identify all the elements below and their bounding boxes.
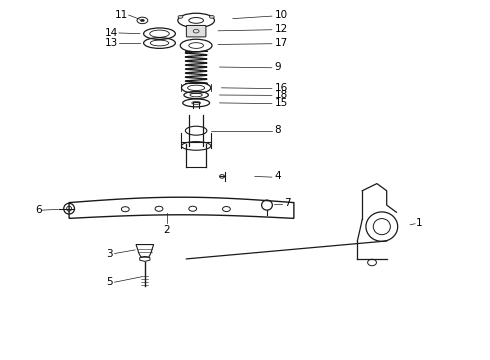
- Text: 3: 3: [106, 248, 113, 258]
- Text: 5: 5: [106, 277, 113, 287]
- Text: 15: 15: [274, 98, 288, 108]
- Text: 14: 14: [105, 28, 118, 38]
- Text: 2: 2: [164, 225, 170, 235]
- Text: 8: 8: [274, 125, 281, 135]
- Text: 16: 16: [274, 83, 288, 93]
- Text: 11: 11: [115, 10, 128, 20]
- Text: 10: 10: [274, 10, 288, 20]
- Ellipse shape: [209, 15, 214, 18]
- FancyBboxPatch shape: [186, 26, 206, 37]
- Text: 18: 18: [274, 90, 288, 100]
- Ellipse shape: [178, 15, 183, 18]
- Ellipse shape: [194, 26, 198, 29]
- Text: 4: 4: [274, 171, 281, 181]
- Text: 17: 17: [274, 38, 288, 48]
- Text: 7: 7: [284, 198, 291, 208]
- Text: 1: 1: [416, 218, 423, 228]
- Text: 6: 6: [35, 205, 42, 215]
- Text: 9: 9: [274, 62, 281, 72]
- Text: 13: 13: [105, 38, 118, 48]
- Text: 12: 12: [274, 24, 288, 34]
- Ellipse shape: [141, 19, 145, 22]
